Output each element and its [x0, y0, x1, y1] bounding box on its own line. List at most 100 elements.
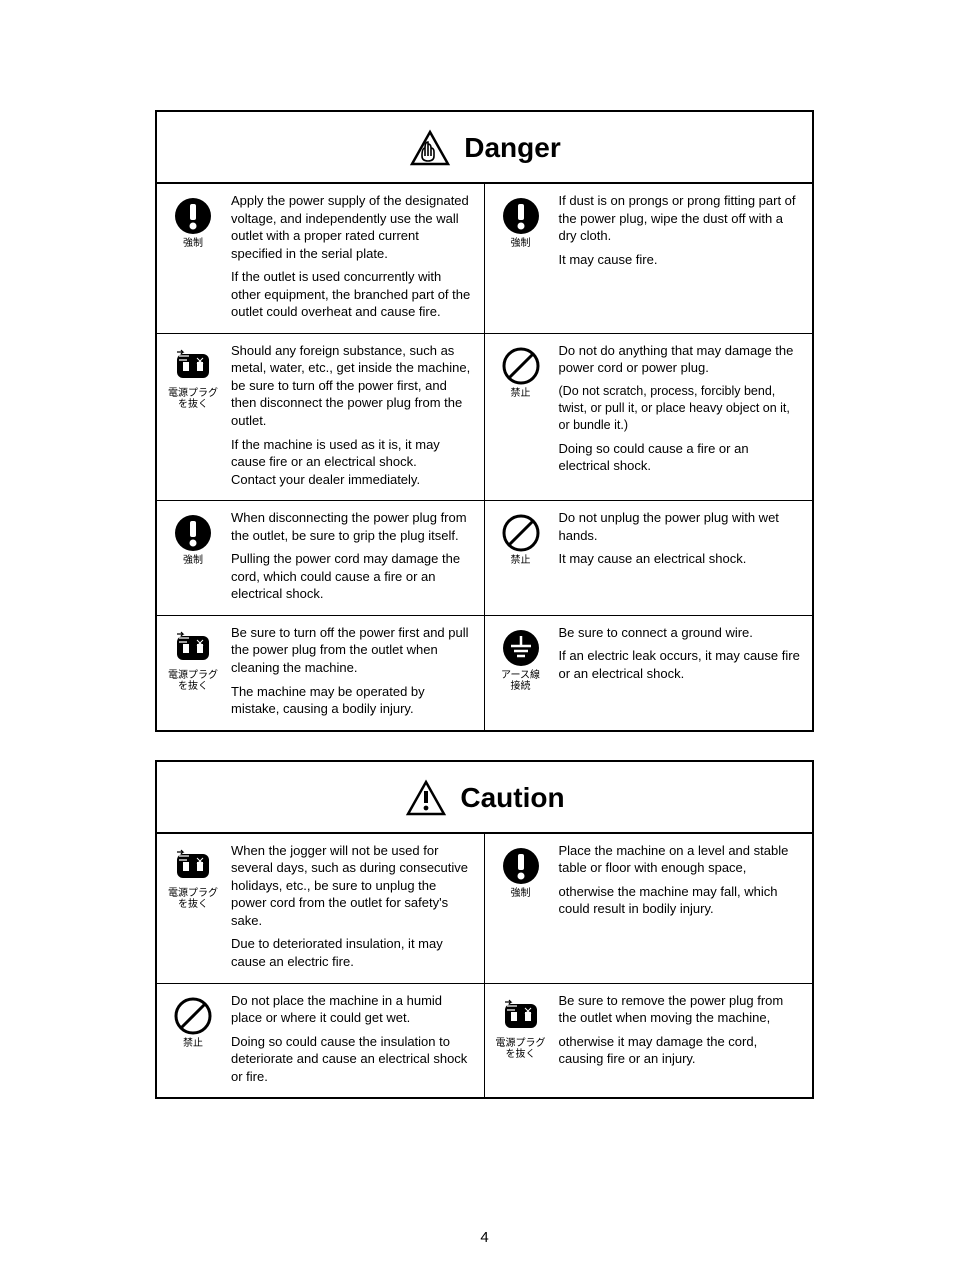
warning-p1: Do not unplug the power plug with wet ha…: [559, 509, 803, 544]
ground-icon: [501, 628, 541, 668]
warning-p1: If dust is on prongs or prong fitting pa…: [559, 192, 803, 245]
danger-title: Danger: [464, 132, 560, 164]
warning-p2: Doing so could cause the insulation to d…: [231, 1033, 474, 1086]
danger-cell-2r: 禁止 Do not do anything that may damage th…: [485, 334, 813, 500]
icon-label: アース線 接続: [501, 670, 540, 693]
warning-text: If dust is on prongs or prong fitting pa…: [559, 192, 803, 321]
icon-label: 電源プラグ を抜く: [496, 1038, 546, 1061]
icon-label: 禁止: [183, 1038, 203, 1050]
danger-cell-1l: 強制 Apply the power supply of the designa…: [157, 184, 485, 333]
danger-header: Danger: [157, 112, 812, 184]
icon-label: 電源プラグ を抜く: [168, 888, 218, 911]
danger-cell-3l: 強制 When disconnecting the power plug fro…: [157, 501, 485, 615]
warning-p2: It may cause an electrical shock.: [559, 550, 803, 568]
icon-block: 禁止: [165, 992, 221, 1086]
icon-label: 電源プラグ を抜く: [168, 670, 218, 693]
unplug-icon: [173, 628, 213, 668]
warning-p1: Be sure to connect a ground wire.: [559, 624, 803, 642]
unplug-icon: [501, 996, 541, 1036]
danger-cell-2l: 電源プラグ を抜く Should any foreign substance, …: [157, 334, 485, 500]
icon-label: 強制: [183, 555, 203, 567]
caution-cell-1l: 電源プラグ を抜く When the jogger will not be us…: [157, 834, 485, 983]
warning-p1: Be sure to turn off the power first and …: [231, 624, 474, 677]
warning-p2: The machine may be operated by mistake, …: [231, 683, 474, 718]
caution-header: Caution: [157, 762, 812, 834]
caution-cell-2r: 電源プラグ を抜く Be sure to remove the power pl…: [485, 984, 813, 1098]
icon-block: 禁止: [493, 509, 549, 603]
warning-p1: Do not do anything that may damage the p…: [559, 342, 803, 377]
prohibit-icon: [501, 346, 541, 386]
warning-p2: Due to deteriorated insulation, it may c…: [231, 935, 474, 970]
warning-text: Do not unplug the power plug with wet ha…: [559, 509, 803, 603]
mandatory-icon: [173, 513, 213, 553]
warning-p2: (Do not scratch, process, forcibly bend,…: [559, 383, 803, 434]
warning-p2: otherwise it may damage the cord, causin…: [559, 1033, 803, 1068]
warning-p2: otherwise the machine may fall, which co…: [559, 883, 803, 918]
warning-text: Be sure to remove the power plug from th…: [559, 992, 803, 1086]
warning-p1: When the jogger will not be used for sev…: [231, 842, 474, 930]
unplug-icon: [173, 846, 213, 886]
icon-block: 強制: [493, 192, 549, 321]
warning-p3: Doing so could cause a fire or an electr…: [559, 440, 803, 475]
icon-block: 強制: [165, 509, 221, 603]
danger-row-1: 強制 Apply the power supply of the designa…: [157, 184, 812, 334]
warning-p1: Apply the power supply of the designated…: [231, 192, 474, 262]
icon-label: 電源プラグ を抜く: [168, 388, 218, 411]
hand-warning-icon: [408, 126, 452, 170]
warning-text: Do not place the machine in a humid plac…: [231, 992, 474, 1086]
warning-p2: If the machine is used as it is, it may …: [231, 436, 474, 489]
danger-cell-4r: アース線 接続 Be sure to connect a ground wire…: [485, 616, 813, 730]
page-number: 4: [155, 1229, 814, 1246]
danger-row-4: 電源プラグ を抜く Be sure to turn off the power …: [157, 616, 812, 730]
warning-text: When the jogger will not be used for sev…: [231, 842, 474, 971]
danger-cell-3r: 禁止 Do not unplug the power plug with wet…: [485, 501, 813, 615]
caution-title: Caution: [460, 782, 564, 814]
warning-p2: If the outlet is used concurrently with …: [231, 268, 474, 321]
danger-row-2: 電源プラグ を抜く Should any foreign substance, …: [157, 334, 812, 501]
warning-p1: Do not place the machine in a humid plac…: [231, 992, 474, 1027]
icon-block: 強制: [493, 842, 549, 971]
warning-p2: Pulling the power cord may damage the co…: [231, 550, 474, 603]
icon-block: 電源プラグ を抜く: [165, 842, 221, 971]
icon-block: 電源プラグ を抜く: [165, 342, 221, 488]
icon-block: 電源プラグ を抜く: [493, 992, 549, 1086]
icon-label: 禁止: [511, 388, 531, 400]
danger-cell-4l: 電源プラグ を抜く Be sure to turn off the power …: [157, 616, 485, 730]
icon-label: 強制: [511, 238, 531, 250]
caution-section: Caution 電源プラグ を抜く When the jogger will n…: [155, 760, 814, 1100]
caution-row-2: 禁止 Do not place the machine in a humid p…: [157, 984, 812, 1098]
danger-row-3: 強制 When disconnecting the power plug fro…: [157, 501, 812, 616]
unplug-icon: [173, 346, 213, 386]
warning-text: Do not do anything that may damage the p…: [559, 342, 803, 488]
mandatory-icon: [501, 846, 541, 886]
safety-document-page: Danger 強制 Apply the power supply of the …: [0, 0, 954, 1286]
warning-p2: It may cause fire.: [559, 251, 803, 269]
warning-p2: If an electric leak occurs, it may cause…: [559, 647, 803, 682]
caution-cell-1r: 強制 Place the machine on a level and stab…: [485, 834, 813, 983]
danger-section: Danger 強制 Apply the power supply of the …: [155, 110, 814, 732]
icon-block: 電源プラグ を抜く: [165, 624, 221, 718]
icon-label: 強制: [183, 238, 203, 250]
warning-text: Should any foreign substance, such as me…: [231, 342, 474, 488]
warning-p1: When disconnecting the power plug from t…: [231, 509, 474, 544]
caution-triangle-icon: [404, 776, 448, 820]
icon-block: 強制: [165, 192, 221, 321]
warning-text: When disconnecting the power plug from t…: [231, 509, 474, 603]
warning-text: Apply the power supply of the designated…: [231, 192, 474, 321]
prohibit-icon: [173, 996, 213, 1036]
warning-p1: Place the machine on a level and stable …: [559, 842, 803, 877]
caution-cell-2l: 禁止 Do not place the machine in a humid p…: [157, 984, 485, 1098]
warning-p1: Should any foreign substance, such as me…: [231, 342, 474, 430]
warning-text: Place the machine on a level and stable …: [559, 842, 803, 971]
danger-cell-1r: 強制 If dust is on prongs or prong fitting…: [485, 184, 813, 333]
warning-p1: Be sure to remove the power plug from th…: [559, 992, 803, 1027]
mandatory-icon: [173, 196, 213, 236]
caution-row-1: 電源プラグ を抜く When the jogger will not be us…: [157, 834, 812, 984]
icon-block: 禁止: [493, 342, 549, 488]
icon-label: 強制: [511, 888, 531, 900]
prohibit-icon: [501, 513, 541, 553]
warning-text: Be sure to turn off the power first and …: [231, 624, 474, 718]
warning-text: Be sure to connect a ground wire. If an …: [559, 624, 803, 718]
icon-label: 禁止: [511, 555, 531, 567]
mandatory-icon: [501, 196, 541, 236]
